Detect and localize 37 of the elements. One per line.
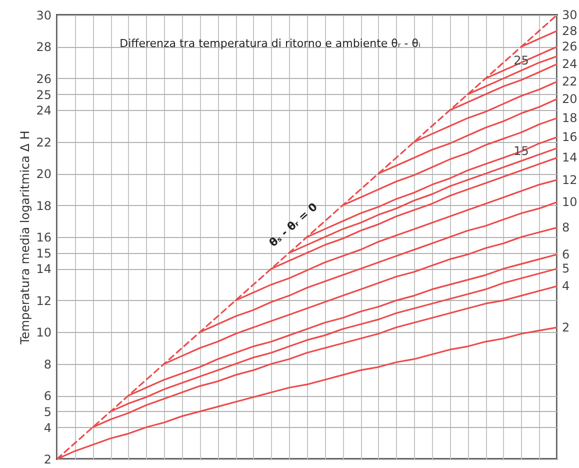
y-tick-label: 4: [44, 420, 52, 435]
y-tick-label: 16: [36, 230, 52, 244]
y-tick-label: 24: [36, 104, 52, 118]
annotation: θₛ - θᵣ = 0: [266, 200, 320, 250]
y-tick-label: 20: [36, 167, 52, 182]
series-label: 12: [562, 172, 578, 187]
y-tick-label: 14: [36, 262, 52, 276]
text: Differenza tra temperatura di ritorno e ambiente θᵣ - θᵢ: [120, 37, 420, 50]
series-label: 28: [562, 24, 578, 38]
y-tick-label: 2: [44, 452, 52, 466]
series-label: 5: [562, 262, 570, 276]
series-label: 6: [562, 247, 570, 262]
y-tick-label: 22: [36, 135, 52, 150]
series-label: 30: [562, 8, 578, 22]
series-label: 16: [562, 130, 578, 144]
series-label: 4: [562, 279, 570, 294]
y-tick-label: 10: [36, 326, 52, 340]
series-label: 24: [562, 57, 578, 72]
series-label: 22: [562, 74, 578, 89]
y-tick-label: 5: [44, 404, 52, 419]
y-tick-label: 18: [36, 198, 52, 213]
series-label: 10: [562, 195, 578, 210]
y-tick-label: 15: [36, 246, 52, 260]
y-tick-label: 30: [36, 8, 52, 22]
y-tick-label: 12: [36, 294, 52, 308]
series-label: 8: [562, 220, 570, 234]
y-axis-title: Temperatura media logaritmica Δ H: [18, 130, 32, 346]
y-tick-label: 25: [36, 88, 52, 102]
series-label: 26: [562, 40, 578, 54]
y-tick-label: 8: [44, 357, 52, 372]
y-tick-label: 6: [44, 389, 52, 404]
y-tick-label: 28: [36, 40, 52, 54]
y-tick-label: 26: [36, 72, 52, 86]
series-label: 14: [562, 150, 578, 165]
series-label: 2: [562, 320, 570, 334]
series-label: 20: [562, 92, 578, 106]
series-label: 18: [562, 111, 578, 126]
